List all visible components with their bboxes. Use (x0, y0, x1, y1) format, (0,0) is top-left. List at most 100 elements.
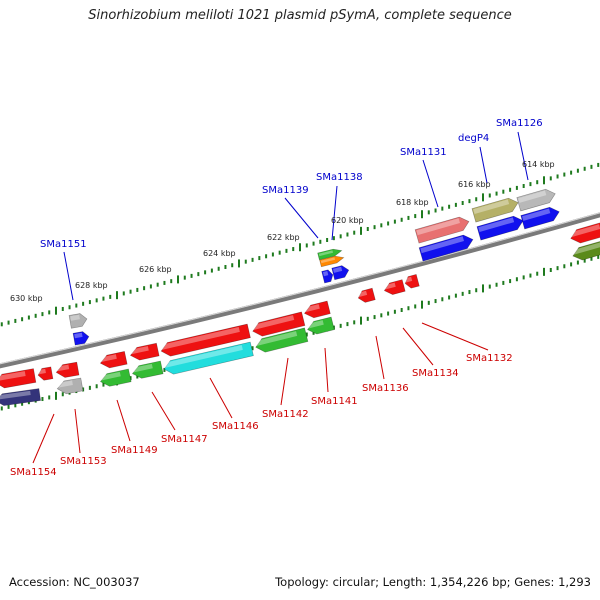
tick-mark (576, 168, 579, 173)
tick-mark (570, 262, 573, 267)
tick-mark (475, 197, 478, 202)
tick-mark (7, 320, 10, 325)
gene-arrow-sma1151-shine (74, 332, 83, 339)
tick-mark (448, 295, 451, 300)
gene-arrow-sma1143-body (252, 311, 306, 337)
tick-mark (427, 300, 430, 305)
tick-mark (278, 250, 281, 255)
gene-arrow-sma1150 (99, 351, 128, 369)
gene-arrow-sma1154b-shine (0, 390, 31, 400)
gene-arrow-sma1153-body (56, 377, 84, 395)
gene-arrow-sma1131a-shine (416, 218, 460, 236)
gene-arrow-sma1155-shine (38, 368, 46, 375)
tick-mark (468, 199, 471, 204)
gene-arrow-sma1130-body (570, 220, 600, 244)
gene-arrow-sma1151-body (72, 331, 90, 346)
tick-mark (570, 170, 573, 175)
gene-arrow-sma1131a (414, 216, 470, 244)
reverse-gene-label: SMa1153 (60, 456, 107, 467)
tick-mark (21, 317, 24, 322)
leader-line-layer (32, 131, 529, 464)
gene-arrow-sma1147-body (131, 360, 164, 379)
gene-arrow-degp4-body (476, 215, 524, 241)
gene-arrow-degp4a-body (471, 197, 519, 223)
tick-mark (448, 204, 451, 209)
backbone-layer (0, 212, 600, 369)
tick-mark (61, 306, 64, 311)
reverse-gene-label: SMa1132 (466, 353, 513, 364)
gene-arrow-sma1141 (307, 316, 335, 335)
gene-arrow-sma1137 (321, 269, 334, 284)
gene-arrow-sma1137b-shine (332, 266, 343, 273)
tick-mark (434, 208, 437, 213)
leader-line (209, 377, 233, 419)
tick-mark (129, 289, 132, 294)
forward-gene-label: SMa1126 (496, 118, 543, 129)
gene-arrow-sma1147 (131, 360, 164, 379)
tick-mark (231, 263, 234, 268)
gene-arrow-sma1155-body (37, 366, 54, 381)
gene-arrow-sma1130 (570, 220, 600, 244)
gene-arrow-sma1154b-body (0, 388, 41, 406)
tick-mark (319, 239, 322, 244)
tick-mark (495, 191, 498, 196)
gene-arrow-sma1139-shine (318, 250, 334, 257)
gene-arrow-sma1145-shine (160, 327, 240, 350)
tick-mark (61, 392, 64, 397)
gene-arrow-sma1129-shine (572, 242, 600, 255)
tick-mark (366, 316, 369, 321)
leader-line (421, 322, 489, 351)
tick-mark (414, 214, 417, 219)
tick-mark (163, 280, 166, 285)
tick-mark (387, 221, 390, 226)
gene-arrow-sma1154b (0, 388, 41, 406)
gene-arrow-sma1146-body (163, 341, 254, 375)
leader-line (74, 408, 81, 454)
tick-mark (82, 301, 85, 306)
gene-arrow-sma1126-shine (522, 208, 551, 221)
reverse-gene-label: SMa1149 (111, 445, 158, 456)
reverse-gene-label: SMa1136 (362, 383, 409, 394)
gene-arrow-sma1143-shine (252, 315, 295, 330)
tick-mark (597, 254, 600, 259)
tick-mark (204, 270, 207, 275)
forward-gene-label: degP4 (458, 133, 489, 144)
tick-mark (332, 325, 335, 330)
tick-mark (292, 247, 295, 252)
tick-mark (549, 176, 552, 181)
tick-mark (88, 385, 91, 390)
tick-mark (475, 288, 478, 293)
tick-mark (136, 287, 139, 292)
reverse-gene-label: SMa1147 (161, 434, 208, 445)
tick-mark (21, 401, 24, 406)
gene-arrow-sma1133 (404, 274, 420, 289)
gene-arrow-sma1149-body (99, 368, 132, 387)
tick-mark (129, 376, 132, 381)
tick-mark (82, 387, 85, 392)
tick-mark (183, 275, 186, 280)
tick-mark (258, 256, 261, 261)
leader-line (375, 335, 385, 380)
tick-mark (509, 187, 512, 192)
tick-mark (102, 296, 105, 301)
tick-mark (482, 193, 484, 202)
tick-mark (109, 294, 112, 299)
gene-arrow-sma1150-body (99, 351, 128, 369)
gene-arrow-sma1131 (418, 234, 474, 262)
tick-mark (502, 280, 505, 285)
gene-arrow-sma1131-body (418, 234, 474, 262)
tick-mark (102, 382, 105, 387)
tick-mark (149, 284, 152, 289)
gene-arrow-sma1134-body (383, 279, 406, 295)
tick-mark (522, 275, 525, 280)
gene-arrow-degp4-shine (478, 217, 515, 233)
tick-mark (387, 311, 390, 316)
tick-mark (434, 299, 437, 304)
kbp-label: 614 kbp (522, 160, 555, 169)
tick-mark (529, 273, 532, 278)
tick-mark (238, 259, 240, 268)
tick-mark (271, 252, 274, 257)
tick-mark (353, 320, 356, 325)
forward-gene-label: SMa1138 (316, 172, 363, 183)
gene-arrow-sma1154-shine (0, 371, 26, 382)
